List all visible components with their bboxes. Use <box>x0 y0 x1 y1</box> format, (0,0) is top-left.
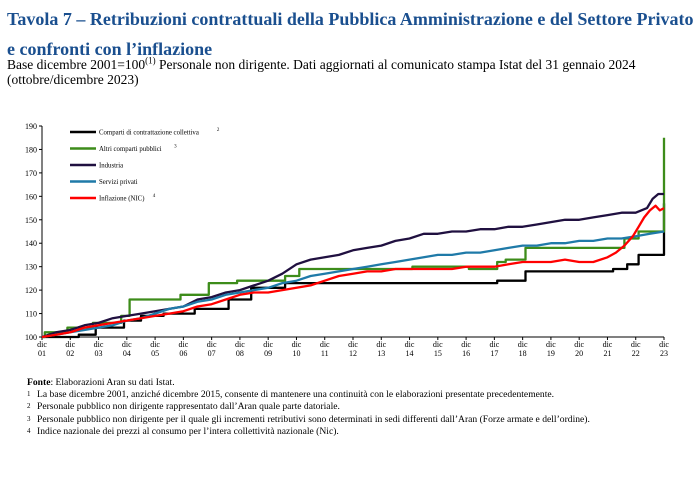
x-tick-label-year: 02 <box>66 349 74 358</box>
footnote-text: Personale pubblico non dirigente rappres… <box>37 401 340 413</box>
footnote-mark: 1 <box>27 390 31 399</box>
series-line-3 <box>41 192 664 339</box>
x-tick-label-month: dic <box>574 340 584 349</box>
series-line-1 <box>42 203 666 339</box>
chart-notes: Fonte: Elaborazioni Aran su dati Istat. … <box>27 377 687 438</box>
table-title: Tavola 7 – Retribuzioni contrattuali del… <box>7 9 694 59</box>
footnote-text: Personale pubblico non dirigente per il … <box>37 413 590 425</box>
x-tick-label-month: dic <box>150 340 160 349</box>
x-tick-label-year: 01 <box>38 349 46 358</box>
footnote-list: 1 La base dicembre 2001, anziché dicembre… <box>27 389 687 438</box>
y-tick-label: 170 <box>25 169 37 178</box>
x-tick-label-month: dic <box>263 340 273 349</box>
source-label: Fonte <box>27 377 51 388</box>
wage-inflation-line-chart: 100110120130140150160170180190dic01dic02… <box>25 122 669 358</box>
footnote-item: 3 Personale pubblico non dirigente per il… <box>27 414 687 426</box>
y-tick-label: 150 <box>25 216 37 225</box>
x-tick-label-month: dic <box>518 340 528 349</box>
footnote-item: 4 Indice nazionale dei prezzi al consumo … <box>27 426 687 438</box>
x-tick-label-year: 14 <box>406 349 414 358</box>
footnote-text: Indice nazionale dei prezzi al consumo p… <box>37 425 339 437</box>
legend-label-1: Comparti di contrattazione collettiva <box>99 130 199 137</box>
x-tick-label-year: 18 <box>519 349 527 358</box>
subtitle-description: Personale non dirigente. Dati aggiornati… <box>7 57 636 87</box>
x-tick-label-year: 12 <box>349 349 357 358</box>
x-tick-label-month: dic <box>631 340 641 349</box>
y-tick-label: 160 <box>25 192 37 201</box>
x-tick-label-year: 15 <box>434 349 442 358</box>
legend-label-2: Altri comparti pubblici <box>99 146 162 153</box>
x-tick-label-year: 16 <box>462 349 470 358</box>
x-tick-label-year: 21 <box>603 349 611 358</box>
x-tick-label-month: dic <box>37 340 47 349</box>
x-tick-label-year: 07 <box>208 349 216 358</box>
x-tick-label-month: dic <box>320 340 330 349</box>
footnote-item: 2 Personale pubblico non dirigente rappre… <box>27 401 687 413</box>
x-tick-label-year: 05 <box>151 349 159 358</box>
y-tick-label: 100 <box>25 333 37 342</box>
x-tick-label-year: 19 <box>547 349 555 358</box>
x-tick-label-month: dic <box>94 340 104 349</box>
source-text: : Elaborazioni Aran su dati Istat. <box>50 377 175 388</box>
x-tick-label-year: 22 <box>632 349 640 358</box>
subtitle-footnote-mark: (1) <box>145 55 156 66</box>
x-tick-label-month: dic <box>405 340 415 349</box>
x-tick-label-year: 03 <box>95 349 103 358</box>
y-tick-label: 110 <box>25 310 37 319</box>
subtitle-base: Base dicembre 2001=100 <box>7 57 146 72</box>
x-tick-label-year: 09 <box>264 349 272 358</box>
x-tick-label-year: 23 <box>660 349 668 358</box>
footnote-mark: 2 <box>27 402 31 411</box>
x-tick-label-year: 06 <box>179 349 187 358</box>
legend-footnote-mark-1: 2 <box>217 128 220 133</box>
x-tick-label-month: dic <box>235 340 245 349</box>
x-tick-label-month: dic <box>65 340 75 349</box>
x-tick-label-year: 08 <box>236 349 244 358</box>
source-note: Fonte: Elaborazioni Aran su dati Istat. <box>27 377 687 389</box>
y-tick-label: 180 <box>25 145 37 154</box>
x-tick-label-month: dic <box>348 340 358 349</box>
y-tick-label: 120 <box>25 286 37 295</box>
x-tick-label-month: dic <box>122 340 132 349</box>
x-tick-label-year: 17 <box>490 349 498 358</box>
y-tick-label: 190 <box>25 122 37 131</box>
legend-label-3: Industria <box>99 163 123 170</box>
footnote-mark: 4 <box>27 426 31 435</box>
x-tick-label-month: dic <box>376 340 386 349</box>
x-tick-label-month: dic <box>546 340 556 349</box>
x-tick-label-month: dic <box>659 340 669 349</box>
footnote-item: 1 La base dicembre 2001, anziché dicembre… <box>27 389 687 401</box>
x-tick-label-month: dic <box>178 340 188 349</box>
legend-footnote-mark-2: 3 <box>174 145 177 150</box>
legend-label-5: Inflazione (NIC) <box>99 196 144 203</box>
x-tick-label-year: 11 <box>321 349 329 358</box>
x-tick-label-month: dic <box>433 340 443 349</box>
chart-subtitle: Base dicembre 2001=100(1) Personale non … <box>7 55 697 87</box>
x-tick-label-month: dic <box>292 340 302 349</box>
y-tick-label: 140 <box>25 239 37 248</box>
x-tick-label-year: 10 <box>292 349 300 358</box>
x-tick-label-month: dic <box>461 340 471 349</box>
x-tick-label-year: 20 <box>575 349 583 358</box>
series-line-2 <box>42 137 666 339</box>
series-line-5 <box>41 204 665 339</box>
legend-label-4: Servizi privati <box>99 179 138 186</box>
x-tick-label-month: dic <box>603 340 613 349</box>
x-tick-label-month: dic <box>207 340 217 349</box>
x-tick-label-month: dic <box>489 340 499 349</box>
x-tick-label-year: 04 <box>123 349 131 358</box>
footnote-mark: 3 <box>27 414 31 423</box>
footnote-text: La base dicembre 2001, anziché dicembre … <box>37 389 555 401</box>
y-tick-label: 130 <box>25 263 37 272</box>
x-tick-label-year: 13 <box>377 349 385 358</box>
legend-footnote-mark-5: 4 <box>153 194 156 199</box>
